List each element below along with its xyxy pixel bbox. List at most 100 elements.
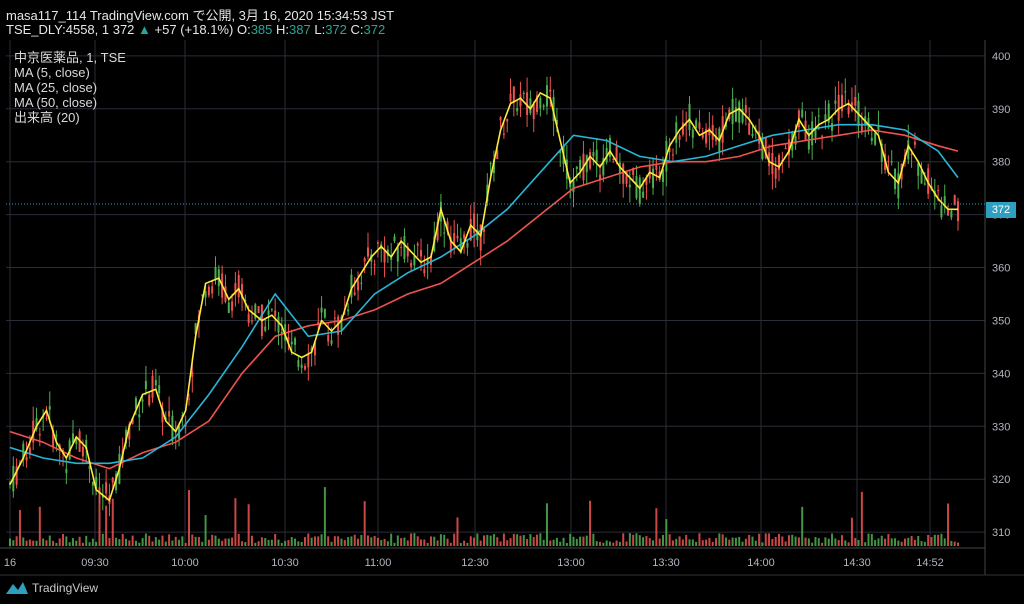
volume-bar [317, 536, 320, 546]
candle-body [817, 115, 820, 117]
volume-bar [247, 504, 250, 546]
candle-body [645, 177, 648, 185]
volume-bar [638, 535, 641, 546]
candle-body [403, 236, 406, 260]
volume-bar [940, 533, 943, 546]
candle-body [426, 258, 429, 265]
candle-body [65, 469, 68, 474]
volume-bar [907, 537, 910, 546]
volume-bar [562, 537, 565, 546]
candle-body [396, 247, 399, 262]
volume-bar [897, 540, 900, 546]
open-value: 385 [250, 22, 273, 37]
volume-bar [685, 534, 688, 546]
volume-bar [834, 538, 837, 546]
legend-ma25[interactable]: MA (25, close) [14, 80, 98, 95]
volume-bar [284, 540, 287, 546]
candle-body [738, 101, 741, 123]
volume-bar [665, 519, 668, 546]
candle-body [599, 174, 602, 180]
volume-bar [187, 490, 190, 546]
volume-bar [433, 536, 436, 546]
candle-body [211, 286, 214, 294]
legend-ma50[interactable]: MA (50, close) [14, 95, 98, 110]
x-tick-label: 13:00 [557, 557, 585, 569]
volume-bar [121, 533, 124, 546]
volume-bar [340, 538, 343, 546]
candle-body [489, 163, 492, 165]
volume-bar [778, 533, 781, 546]
candle-body [307, 353, 310, 368]
close-value: 372 [363, 22, 386, 37]
volume-bar [545, 503, 548, 546]
candle-body [25, 457, 28, 461]
candle-body [105, 482, 108, 494]
candle-body [661, 169, 664, 182]
volume-bar [880, 535, 883, 546]
volume-bar [138, 542, 141, 546]
volume-bar [224, 538, 227, 546]
volume-bar [804, 537, 807, 546]
candle-body [807, 135, 810, 150]
volume-bar [642, 537, 645, 546]
volume-bar [144, 533, 147, 546]
candle-body [814, 128, 817, 138]
volume-bar [58, 538, 61, 546]
candle-body [237, 275, 240, 298]
volume-bar [754, 540, 757, 546]
volume-bar [864, 542, 867, 546]
volume-bar [748, 534, 751, 546]
candle-body [512, 86, 515, 103]
volume-bar [549, 540, 552, 546]
candle-body [270, 308, 273, 310]
volume-bar [758, 533, 761, 546]
volume-bar [483, 535, 485, 546]
volume-bar [844, 540, 847, 546]
legend-symbol[interactable]: 中京医薬品, 1, TSE [14, 50, 126, 65]
volume-bar [854, 537, 857, 546]
y-tick-label: 330 [992, 421, 1010, 433]
candle-body [111, 477, 114, 483]
volume-bar [850, 517, 853, 546]
candle-body [144, 380, 147, 390]
candle-body [602, 158, 605, 176]
volume-bar [724, 537, 727, 546]
volume-bar [715, 538, 718, 546]
legend-ma5[interactable]: MA (5, close) [14, 65, 90, 80]
candle-body [734, 107, 737, 122]
tradingview-logo[interactable]: TradingView [6, 581, 98, 595]
candle-body [473, 213, 476, 233]
volume-bar [310, 537, 313, 546]
candle-body [383, 248, 386, 263]
volume-bar [870, 534, 873, 546]
volume-bar [473, 537, 476, 546]
candle-body [423, 269, 426, 274]
candle-body [675, 122, 678, 143]
volume-bar [201, 541, 204, 546]
volume-bar [91, 538, 94, 546]
volume-bar [204, 515, 207, 546]
candle-body [128, 424, 131, 440]
candle-body [446, 221, 449, 232]
x-tick-label: 13:30 [652, 557, 680, 569]
volume-bar [489, 535, 492, 546]
volume-bar [867, 533, 870, 546]
x-tick-label: 16 [4, 557, 16, 569]
legend-volume[interactable]: 出来高 (20) [14, 110, 80, 125]
volume-bar [330, 541, 333, 546]
volume-bar [761, 542, 764, 546]
candle-body [608, 137, 611, 157]
volume-bar [214, 535, 217, 546]
volume-bar [950, 540, 953, 546]
candle-body [655, 165, 658, 170]
candle-body [761, 136, 764, 160]
volume-bar [569, 533, 572, 546]
open-label: O: [236, 22, 251, 37]
candle-body [844, 91, 847, 93]
volume-bar [589, 500, 592, 546]
x-tick-label: 09:30 [81, 557, 109, 569]
candle-body [705, 129, 708, 144]
volume-bar [254, 542, 257, 546]
volume-bar [744, 538, 747, 546]
